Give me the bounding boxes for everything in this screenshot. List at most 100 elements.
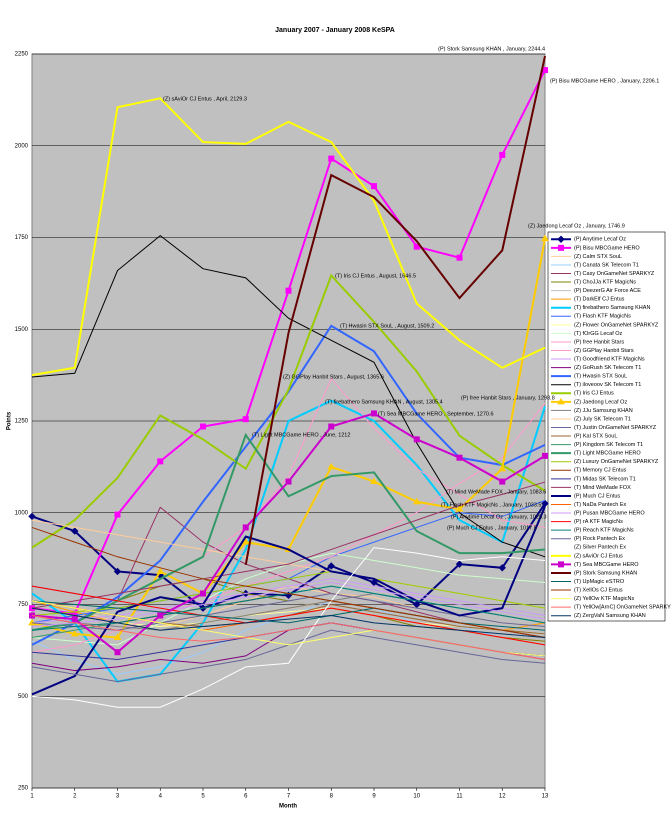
- point-marker: [156, 567, 165, 574]
- legend-label: (P) Kingdom SK Telecom T1: [574, 442, 643, 448]
- series-line: [244, 55, 546, 566]
- legend-label: (T) XellOs CJ Entus: [574, 588, 623, 594]
- legend-label: (T) Light MBCGame HERO: [574, 451, 641, 457]
- legend-label: (T) ChoJJa KTF MagicNs: [574, 280, 636, 286]
- legend-label: (Z) GoRush SK Telecom T1: [574, 365, 641, 371]
- legend-label: (T) NaDa Pantech Ex: [574, 502, 627, 508]
- legend-label: (Z) Calm STX SouL: [574, 254, 622, 260]
- point-marker: [455, 505, 464, 512]
- x-tick-label: 13: [542, 794, 549, 800]
- annotation: (Z) Jaedong Lecaf Oz , January, 1746.9: [528, 223, 625, 229]
- legend-label: (T) YellOw[ArnC] OnGameNet SPARKYZ: [574, 605, 671, 611]
- legend-label: (T) Goodfriend KTF MagicNs: [574, 357, 645, 363]
- x-tick-label: 3: [116, 794, 120, 800]
- legend-label: (P) Bisu MBCGame HERO: [574, 245, 640, 251]
- chart-title: January 2007 - January 2008 KeSPA: [275, 27, 395, 34]
- x-tick-label: 11: [456, 794, 463, 800]
- point-marker: [71, 616, 78, 623]
- legend-label: (T) Memory CJ Entus: [574, 468, 627, 474]
- legend-label: (P) rA KTF MagicNs: [574, 519, 623, 525]
- y-tick-label: 1750: [15, 235, 29, 241]
- legend-label: (P) Anytime Lecaf Oz: [574, 237, 626, 243]
- point-marker: [71, 610, 78, 617]
- legend-label: (P) Rock Pantech Ex: [574, 536, 625, 542]
- legend-label: (Z) JJu Samsung KHAN: [574, 408, 633, 414]
- point-marker: [557, 235, 565, 243]
- point-marker: [499, 478, 506, 485]
- point-marker: [455, 560, 464, 568]
- x-tick-label: 9: [372, 794, 376, 800]
- series-line: [31, 97, 546, 377]
- legend-label: (T) fOrGG Lecaf Oz: [574, 331, 623, 337]
- point-marker: [557, 397, 565, 405]
- legend-label: (Z) Jaedong Lecaf Oz: [574, 399, 627, 405]
- point-marker: [371, 183, 377, 190]
- point-marker: [285, 478, 292, 485]
- series-line: [31, 547, 546, 708]
- y-axis-label: Points: [7, 411, 13, 430]
- point-marker: [413, 600, 421, 609]
- legend-label: (Z) Flower OnGameNet SPARKYZ: [574, 322, 659, 328]
- point-marker: [558, 244, 564, 251]
- legend-label: (Z) GGPlay Hanbit Stars: [574, 348, 634, 354]
- y-tick-label: 250: [18, 786, 29, 792]
- point-marker: [456, 454, 463, 461]
- x-axis-label: Month: [279, 804, 297, 810]
- point-marker: [558, 561, 564, 568]
- legend-label: (T) Flash KTF MagicNs: [574, 314, 631, 320]
- point-marker: [114, 511, 121, 518]
- annotation: (T) firebathero Samsung KHAN , August, 1…: [325, 399, 443, 405]
- point-marker: [328, 423, 335, 430]
- annotation: (P) Stork Samsung KHAN , January, 2244.4: [438, 46, 545, 52]
- point-marker: [113, 633, 122, 641]
- series-line: [31, 615, 546, 661]
- x-tick-label: 12: [499, 794, 506, 800]
- legend-label: (Z) ZergVaN Samsung KHAN: [574, 613, 646, 619]
- annotation: (T) Mind WeMade FOX , January, 1083.6: [446, 489, 546, 495]
- point-marker: [327, 462, 336, 470]
- series-line: [31, 526, 546, 639]
- point-marker: [241, 538, 250, 545]
- annotation: (T) Iris CJ Entus , August, 1646.5: [335, 273, 416, 279]
- annotation: (Z) sAviOr CJ Entus , April, 2129.3: [163, 96, 247, 102]
- series-line: [31, 607, 546, 639]
- point-marker: [70, 629, 79, 637]
- point-marker: [412, 497, 421, 505]
- legend-label: (P) free Hanbit Stars: [574, 339, 624, 345]
- point-marker: [499, 151, 506, 158]
- series-line: [31, 273, 546, 549]
- point-marker: [157, 612, 164, 619]
- point-marker: [71, 527, 79, 535]
- annotation: (P) Much CJ Entus , January, 1017.5: [447, 525, 537, 531]
- series-line: [31, 505, 546, 696]
- annotation: (Z) GGPlay Hanbit Stars , August, 1365.6: [283, 374, 384, 380]
- point-marker: [541, 234, 549, 242]
- point-marker: [498, 564, 506, 572]
- legend-label: (Z) July SK Telecom T1: [574, 416, 631, 422]
- y-tick-label: 1000: [15, 510, 29, 516]
- legend-label: (T) iloveoov SK Telecom T1: [574, 382, 641, 388]
- y-tick-label: 1500: [15, 327, 29, 333]
- legend-label: (T) Hwasin STX SouL: [574, 374, 627, 380]
- x-tick-label: 10: [413, 794, 420, 800]
- legend-label: (T) Midas SK Telecom T1: [574, 476, 636, 482]
- point-marker: [285, 287, 292, 294]
- point-marker: [413, 436, 420, 443]
- legend-label: (T) Casy OnGameNet SPARKYZ: [574, 271, 655, 277]
- y-tick-label: 1250: [15, 419, 29, 425]
- annotation: (T) Flash KTF MagicNs , January, 1033.5: [441, 502, 541, 508]
- point-marker: [113, 567, 122, 576]
- point-marker: [200, 590, 206, 597]
- point-marker: [498, 464, 507, 472]
- point-marker: [28, 512, 36, 521]
- x-tick-label: 1: [30, 794, 34, 800]
- legend-label: (T) Iris CJ Entus: [574, 391, 614, 397]
- point-marker: [413, 243, 420, 250]
- legend-label: (T) UpMagic eSTRO: [574, 579, 625, 585]
- annotation: (P) Anytime Lecaf Oz , January, 1025.3: [451, 514, 547, 520]
- series-line: [31, 481, 546, 609]
- annotation: (T) Sea MBCGame HERO , September, 1270.6: [378, 411, 494, 417]
- point-marker: [328, 155, 335, 162]
- point-marker: [114, 649, 121, 656]
